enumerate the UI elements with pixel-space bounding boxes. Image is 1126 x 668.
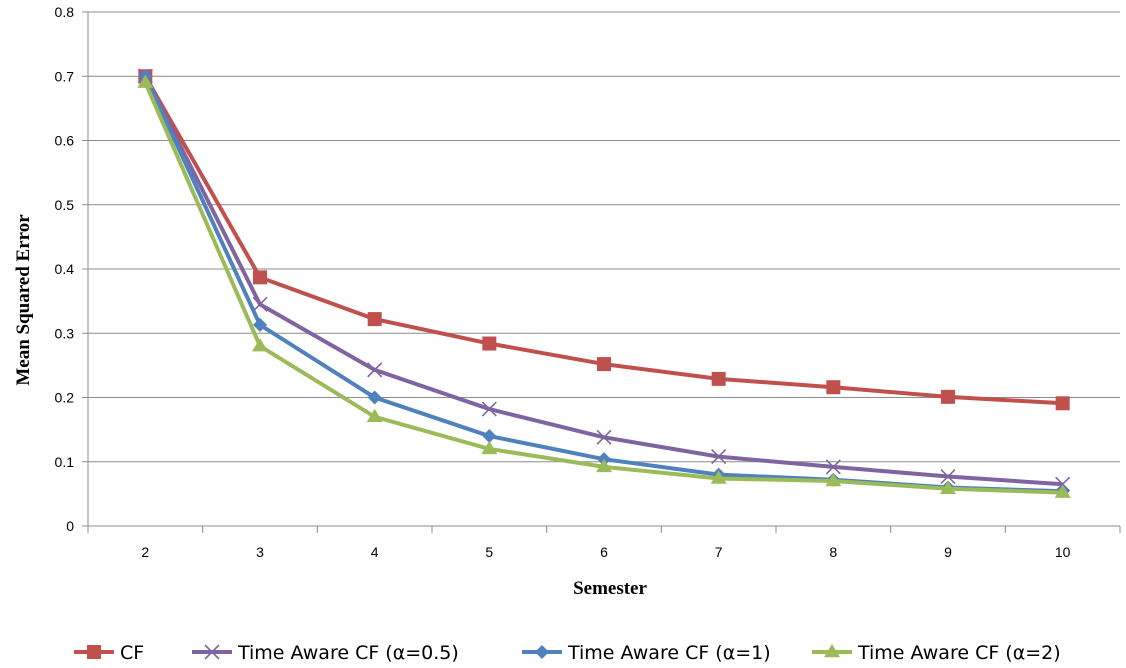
data-point-square [1056,396,1070,410]
legend: CF Time Aware CF (α=0.5) Time Aware CF (α=… [74,642,1061,664]
series-4 [137,75,1070,498]
legend-label: Time Aware CF (α=2) [857,642,1061,664]
x-tick-label: 2 [141,544,149,560]
x-tick-label: 3 [256,544,264,560]
data-point-square [941,390,955,404]
y-tick-label: 0.2 [55,390,75,406]
series-line [145,76,1062,484]
data-point-square [253,270,267,284]
data-point-square [712,372,726,386]
data-point-square [87,645,101,659]
legend-label: Time Aware CF (α=1) [567,642,771,664]
x-tick-label: 9 [944,544,952,560]
data-point-square [826,380,840,394]
data-point-square [368,312,382,326]
legend-entry: CF [74,642,144,664]
legend-label: CF [120,642,144,664]
y-tick-label: 0.8 [55,4,75,20]
data-point-square [597,357,611,371]
x-tick-label: 6 [600,544,608,560]
data-point-diamond [535,645,549,659]
y-tick-label: 0.5 [55,197,75,213]
data-point-triangle [252,338,268,351]
x-tick-label: 4 [371,544,379,560]
legend-label: Time Aware CF (α=0.5) [237,642,459,664]
y-tick-label: 0.4 [55,261,75,277]
y-axis-title: Mean Squared Error [13,214,34,386]
legend-entry: Time Aware CF (α=1) [522,642,771,664]
data-point-square [482,337,496,351]
series-line [145,76,1062,403]
series-group [137,69,1070,498]
y-tick-label: 0.7 [55,68,75,84]
x-tick-label: 7 [715,544,723,560]
y-tick-label: 0 [66,518,74,534]
x-tick-label: 5 [485,544,493,560]
x-tick-label: 8 [829,544,837,560]
series-2 [138,69,1069,491]
x-tick-label: 10 [1055,544,1071,560]
x-axis-title: Semester [573,578,647,599]
legend-entry: Time Aware CF (α=0.5) [192,642,459,664]
y-tick-label: 0.3 [55,325,75,341]
data-point-x [253,297,267,311]
y-tick-label: 0.1 [55,454,75,470]
legend-entry: Time Aware CF (α=2) [812,642,1061,664]
y-tick-label: 0.6 [55,133,75,149]
